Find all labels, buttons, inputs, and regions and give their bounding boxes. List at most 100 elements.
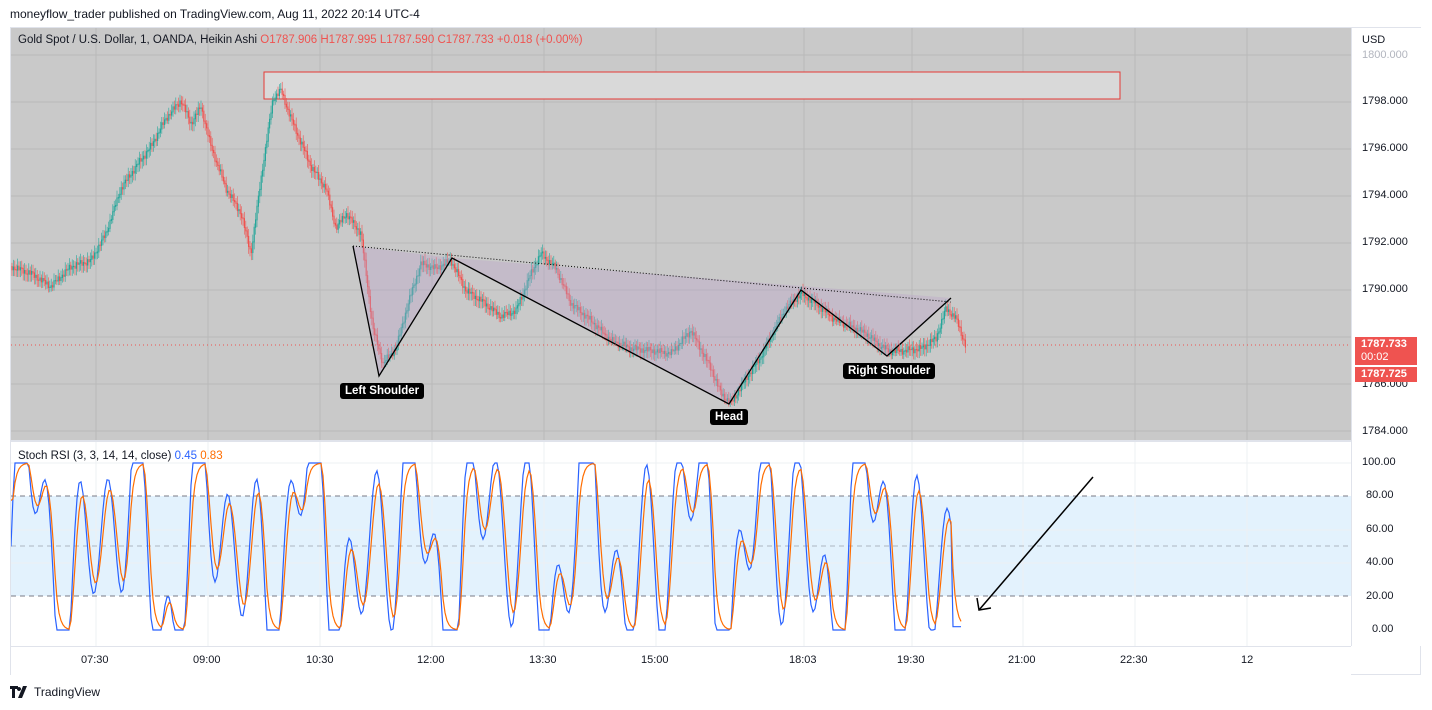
candle-body: [123, 182, 125, 190]
time-axis[interactable]: 07:30 09:00 10:30 12:00 13:30 15:00 18:0…: [11, 646, 1351, 675]
candle-body: [781, 314, 783, 321]
candle-body: [859, 327, 861, 332]
candle-body: [946, 306, 948, 313]
candle-body: [375, 333, 377, 336]
candle-body: [241, 213, 243, 219]
candle-body: [441, 265, 443, 271]
candle-body: [698, 341, 700, 350]
candle-body: [21, 267, 23, 269]
candle-body: [575, 305, 577, 307]
candle-body: [633, 348, 635, 351]
candle-body: [467, 288, 469, 294]
candle-body: [22, 267, 24, 274]
candle-body: [487, 303, 489, 309]
candle-body: [362, 239, 364, 254]
candle-body: [78, 262, 80, 265]
candle-body: [246, 230, 248, 237]
candle-body: [407, 303, 409, 312]
candle-body: [220, 169, 222, 172]
candle-body: [644, 349, 646, 353]
candle-body: [131, 170, 133, 176]
candle-body: [827, 308, 829, 316]
candle-body: [60, 277, 62, 282]
candle-body: [124, 179, 126, 184]
candle-body: [306, 150, 308, 161]
candle-body: [201, 107, 203, 112]
candle-body: [186, 111, 188, 113]
candle-body: [857, 327, 859, 332]
candle-body: [54, 280, 56, 282]
candle-body: [187, 111, 189, 118]
publish-header: moneyflow_trader published on TradingVie…: [10, 7, 420, 21]
candle-body: [778, 317, 780, 323]
candle-body: [869, 337, 871, 339]
candle-body: [689, 331, 691, 338]
candle-body: [348, 216, 350, 220]
candle-body: [582, 312, 584, 316]
candle-body: [18, 265, 20, 271]
candle-body: [308, 159, 310, 162]
candle-body: [138, 157, 140, 165]
candle-body: [586, 314, 588, 317]
candle-body: [511, 313, 513, 316]
candle-body: [372, 317, 374, 330]
candle-body: [932, 338, 934, 343]
candle-body: [340, 219, 342, 223]
candle-body: [899, 349, 901, 353]
tradingview-footer[interactable]: TradingView: [10, 685, 100, 699]
candle-body: [180, 100, 182, 105]
candle-body: [276, 93, 278, 99]
candle-body: [596, 325, 598, 330]
candle-body: [176, 104, 178, 106]
candle-body: [367, 275, 369, 288]
candle-body: [353, 220, 355, 223]
candle-body: [459, 275, 461, 279]
candle-body: [533, 266, 535, 273]
candle-body: [53, 280, 55, 288]
candle-body: [854, 326, 856, 333]
candle-body: [963, 338, 965, 341]
candle-body: [145, 151, 147, 159]
pane-separator[interactable]: [11, 440, 1351, 442]
candle-body: [355, 226, 357, 230]
candle-body: [595, 323, 597, 330]
candle-body: [460, 277, 462, 281]
candle-body: [557, 268, 559, 275]
candle-body: [563, 284, 565, 286]
candle-body: [171, 111, 173, 116]
candle-body: [572, 303, 574, 309]
candle-body: [652, 349, 654, 354]
price-pane[interactable]: [11, 28, 1351, 440]
candle-body: [600, 326, 602, 331]
candle-body: [880, 346, 882, 350]
candle-body: [295, 124, 297, 134]
candle-body: [668, 351, 670, 355]
candle-body: [154, 138, 156, 143]
stoch-rsi-pane[interactable]: [11, 442, 1351, 646]
candle-body: [420, 261, 422, 270]
candle-body: [479, 296, 481, 302]
stoch-k-value: 0.45: [174, 450, 198, 462]
candle-body: [129, 174, 131, 178]
candle-body: [780, 317, 782, 321]
candle-body: [655, 351, 657, 355]
candle-body: [323, 183, 325, 188]
candle-body: [684, 335, 686, 339]
candle-body: [178, 104, 180, 107]
candle-body: [879, 343, 881, 350]
candle-body: [260, 175, 262, 190]
candle-body: [311, 164, 313, 171]
candle-body: [101, 239, 103, 246]
time-tick: 15:00: [641, 654, 669, 666]
candle-body: [824, 308, 826, 313]
candle-body: [873, 337, 875, 341]
candle-body: [130, 174, 132, 178]
candle-body: [453, 264, 455, 269]
candle-body: [525, 288, 527, 291]
candle-body: [477, 299, 479, 302]
candle-body: [374, 328, 376, 335]
candle-body: [938, 331, 940, 335]
candle-body: [943, 310, 945, 319]
candle-body: [530, 269, 532, 277]
candle-body: [488, 307, 490, 310]
